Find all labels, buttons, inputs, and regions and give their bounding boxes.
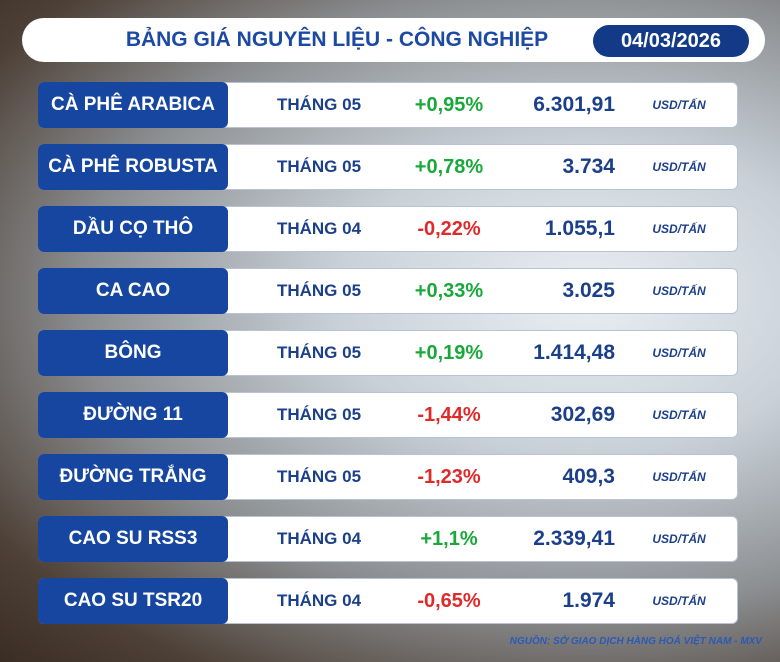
name: ĐƯỜNG 11 (38, 392, 228, 438)
change: +0,19% (414, 342, 484, 364)
price-row: CA CAO THÁNG 05 +0,33% 3.025 USD/TẤN (38, 268, 738, 314)
price-row: BÔNG THÁNG 05 +0,19% 1.414,48 USD/TẤN (38, 330, 738, 376)
price-row: CÀ PHÊ ARABICA THÁNG 05 +0,95% 6.301,91 USD/… (38, 82, 738, 128)
change: +0,33% (414, 280, 484, 302)
source: NGUỒN: SỞ GIAO DỊCH HÀNG HOÁ VIỆT NAM - … (509, 636, 762, 647)
month: THÁNG 05 (276, 467, 362, 486)
unit: USD/TẤN (652, 160, 706, 174)
price-row: ĐƯỜNG 11 THÁNG 05 -1,44% 302,69 USD/TẤN (38, 392, 738, 438)
price: 1.055,1 (544, 217, 615, 240)
unit: USD/TẤN (652, 98, 706, 112)
name: CA CAO (38, 268, 228, 314)
month: THÁNG 04 (276, 219, 362, 238)
name: CÀ PHÊ ROBUSTA (38, 144, 228, 190)
price: 1.974 (562, 589, 615, 612)
unit: USD/TẤN (652, 470, 706, 484)
name: CAO SU TSR20 (38, 578, 228, 624)
month: THÁNG 04 (276, 591, 362, 610)
price-row: CAO SU TSR20 THÁNG 04 -0,65% 1.974 USD/TẤN (38, 578, 738, 624)
unit: USD/TẤN (652, 594, 706, 608)
change: +0,95% (414, 94, 484, 116)
change: +1,1% (420, 528, 478, 550)
price: 409,3 (562, 465, 615, 488)
title: BẢNG GIÁ NGUYÊN LIỆU - CÔNG NGHIỆP (125, 28, 549, 51)
price: 1.414,48 (533, 341, 615, 364)
price: 2.339,41 (533, 527, 615, 550)
change: +0,78% (414, 156, 484, 178)
unit: USD/TẤN (652, 408, 706, 422)
price: 3.734 (562, 155, 615, 178)
name: CÀ PHÊ ARABICA (38, 82, 228, 128)
name: BÔNG (38, 330, 228, 376)
change: -1,44% (417, 404, 481, 426)
name: ĐƯỜNG TRẮNG (38, 454, 228, 500)
name: CAO SU RSS3 (38, 516, 228, 562)
month: THÁNG 05 (276, 95, 362, 114)
month: THÁNG 05 (276, 405, 362, 424)
price-row: CAO SU RSS3 THÁNG 04 +1,1% 2.339,41 USD/TẤN (38, 516, 738, 562)
price-row: CÀ PHÊ ROBUSTA THÁNG 05 +0,78% 3.734 USD/TẤN (38, 144, 738, 190)
month: THÁNG 04 (276, 529, 362, 548)
price-row: ĐƯỜNG TRẮNG THÁNG 05 -1,23% 409,3 USD/TẤN (38, 454, 738, 500)
name: DẦU CỌ THÔ (38, 206, 228, 252)
price: 3.025 (562, 279, 615, 302)
unit: USD/TẤN (652, 346, 706, 360)
price-row: DẦU CỌ THÔ THÁNG 04 -0,22% 1.055,1 USD/TẤN (38, 206, 738, 252)
change: -0,22% (417, 218, 481, 240)
unit: USD/TẤN (652, 284, 706, 298)
month: THÁNG 05 (276, 157, 362, 176)
change: -0,65% (417, 590, 481, 612)
price: 6.301,91 (533, 93, 615, 116)
month: THÁNG 05 (276, 343, 362, 362)
unit: USD/TẤN (652, 532, 706, 546)
month: THÁNG 05 (276, 281, 362, 300)
header: BẢNG GIÁ NGUYÊN LIỆU - CÔNG NGHIỆP 04/03… (22, 18, 765, 62)
unit: USD/TẤN (652, 222, 706, 236)
change: -1,23% (417, 466, 481, 488)
date: 04/03/2026 (593, 25, 749, 57)
price: 302,69 (550, 403, 615, 426)
